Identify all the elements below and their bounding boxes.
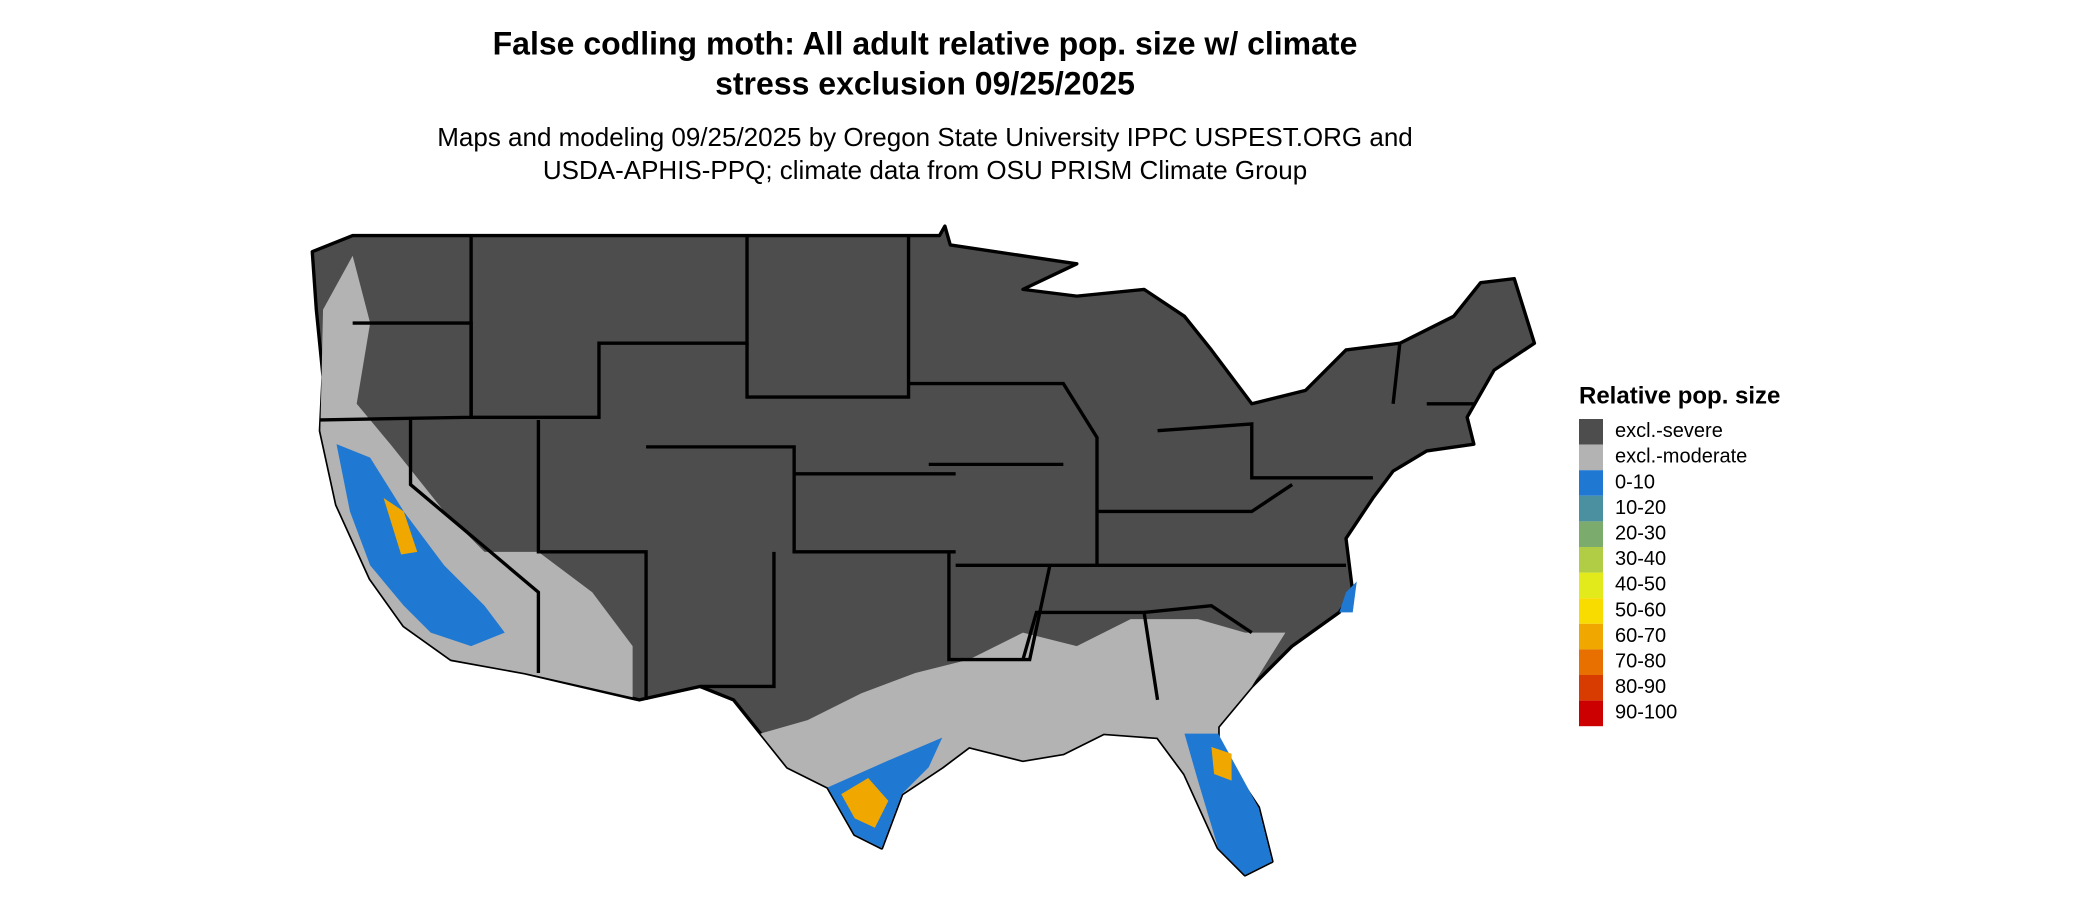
suitable-area bbox=[1211, 747, 1232, 781]
legend-label: 70-80 bbox=[1615, 650, 1666, 672]
legend-swatch bbox=[1579, 521, 1603, 547]
legend-swatch bbox=[1579, 572, 1603, 599]
legend: excl.-severe excl.-moderate 0-10 10-20 20-30… bbox=[1579, 419, 1747, 727]
suitable-area bbox=[841, 777, 889, 828]
legend-label: 20-30 bbox=[1615, 522, 1666, 544]
legend-label: 30-40 bbox=[1615, 548, 1666, 570]
legend-label: excl.-moderate bbox=[1615, 446, 1747, 468]
subtitle-line: Maps and modeling 09/25/2025 by Oregon S… bbox=[437, 122, 1413, 152]
legend-label: 0-10 bbox=[1615, 471, 1655, 493]
legend-swatch bbox=[1579, 495, 1603, 522]
legend-label: 40-50 bbox=[1615, 574, 1666, 596]
title-line: False codling moth: All adult relative p… bbox=[493, 25, 1358, 61]
suitable-area bbox=[1184, 733, 1272, 875]
state-borders bbox=[320, 235, 1474, 701]
suitable-area bbox=[336, 444, 505, 647]
legend-swatch bbox=[1579, 598, 1603, 624]
legend-swatch bbox=[1579, 675, 1603, 701]
legend-label: 50-60 bbox=[1615, 599, 1666, 621]
legend-label: 60-70 bbox=[1615, 625, 1666, 647]
legend-swatch bbox=[1579, 547, 1603, 573]
legend-title: Relative pop. size bbox=[1579, 382, 1780, 409]
legend-swatch bbox=[1579, 700, 1603, 727]
legend-label: 80-90 bbox=[1615, 676, 1666, 698]
legend-swatch bbox=[1579, 444, 1603, 471]
legend-swatch bbox=[1579, 419, 1603, 445]
legend-label: 90-100 bbox=[1615, 702, 1677, 724]
suitable-area bbox=[383, 498, 418, 555]
legend-swatch bbox=[1579, 623, 1603, 650]
subtitle-line: USDA-APHIS-PPQ; climate data from OSU PR… bbox=[543, 155, 1307, 185]
legend-swatch bbox=[1579, 470, 1603, 496]
legend-swatch bbox=[1579, 649, 1603, 675]
title-line: stress exclusion 09/25/2025 bbox=[715, 65, 1135, 101]
legend-label: 10-20 bbox=[1615, 497, 1666, 519]
suitable-area bbox=[827, 737, 943, 848]
us-map bbox=[310, 224, 1537, 877]
suitable-area bbox=[1339, 581, 1357, 613]
legend-label: excl.-severe bbox=[1615, 420, 1723, 442]
